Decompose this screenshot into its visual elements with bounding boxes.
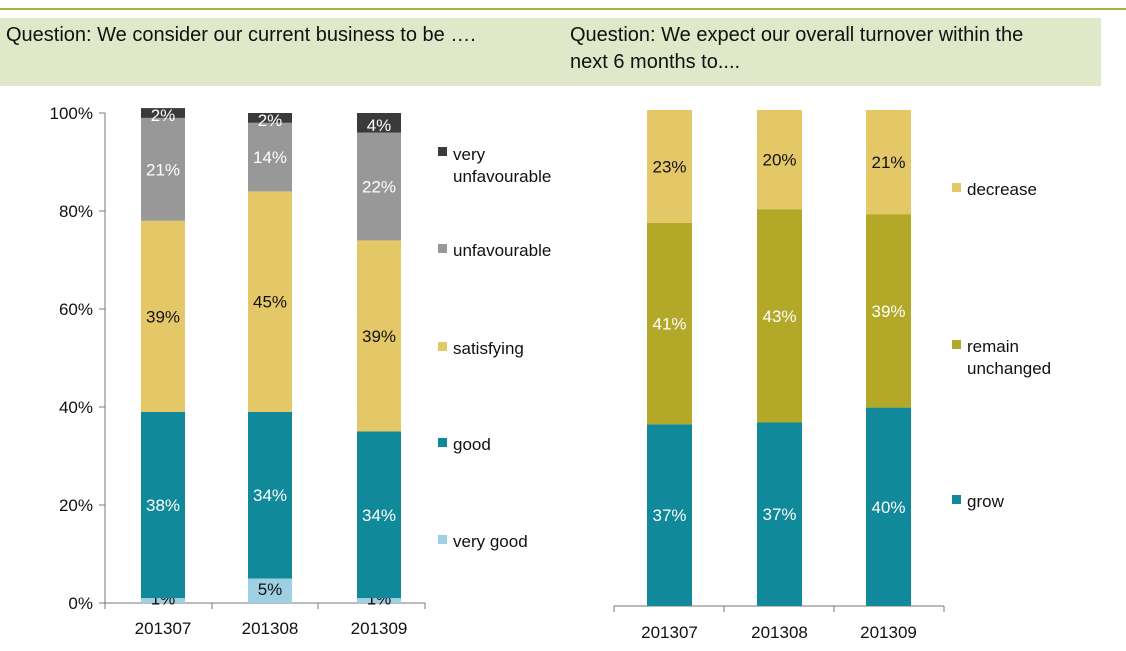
data-label-grow-201307: 37%	[652, 506, 686, 525]
data-label-very-unfavourable-201308: 2%	[258, 111, 283, 130]
bar-segment-very-good-201308	[248, 578, 292, 603]
data-label-very-unfavourable-201307: 2%	[151, 106, 176, 125]
bar-segment-unfavourable-201309	[357, 132, 401, 241]
y-tick-label-100: 100%	[50, 104, 93, 123]
legend-turnover: decrease remain unchanged grow	[952, 180, 1051, 511]
legend-label-very-unfavourable-line1: very	[453, 145, 486, 164]
question-text-turnover-line1: Question: We expect our overall turnover…	[570, 24, 1024, 46]
bar-segment-satisfying-201308	[248, 191, 292, 412]
x-tick-label-201309: 201309	[860, 623, 917, 642]
question-text-turnover-line2: next 6 months to....	[570, 51, 741, 73]
x-axis-labels-turnover: 201307 201308 201309	[641, 623, 917, 642]
x-tick-label-201308: 201308	[242, 619, 299, 638]
bar-segment-grow-201309	[866, 407, 911, 606]
bar-segment-remain-unchanged-201309	[866, 214, 911, 408]
bar-segment-decrease-201308	[757, 110, 802, 210]
data-label-decrease-201309: 21%	[871, 153, 905, 172]
legend-swatch-very-unfavourable	[438, 147, 447, 156]
legend-label-good: good	[453, 435, 491, 454]
data-label-satisfying-201308: 45%	[253, 293, 287, 312]
data-label-very-unfavourable-201309: 4%	[367, 116, 392, 135]
bar-segment-satisfying-201309	[357, 240, 401, 432]
data-label-unfavourable-201309: 22%	[362, 178, 396, 197]
question-box-turnover: Question: We expect our overall turnover…	[560, 18, 1101, 86]
legend-label-satisfying: satisfying	[453, 339, 524, 358]
data-label-unfavourable-201307: 21%	[146, 160, 180, 179]
data-label-satisfying-201307: 39%	[146, 307, 180, 326]
bar-segment-remain-unchanged-201307	[647, 222, 692, 425]
y-tick-label-60: 60%	[59, 300, 93, 319]
bars-turnover: 37% 41% 23% 37% 43% 20% 40% 39% 21%	[647, 110, 911, 606]
bar-segment-grow-201307	[647, 424, 692, 606]
legend-swatch-very-good	[438, 535, 447, 544]
legend-label-decrease: decrease	[967, 180, 1037, 199]
legend-swatch-remain-unchanged	[952, 340, 961, 349]
legend-swatch-grow	[952, 495, 961, 504]
header-rule	[0, 8, 1126, 10]
legend-label-very-unfavourable-line2: unfavourable	[453, 167, 551, 186]
legend-label-remain-unchanged-line2: unchanged	[967, 359, 1051, 378]
data-label-decrease-201308: 20%	[762, 151, 796, 170]
data-label-grow-201308: 37%	[762, 505, 796, 524]
bar-segment-remain-unchanged-201308	[757, 209, 802, 423]
data-label-grow-201309: 40%	[871, 498, 905, 517]
data-label-satisfying-201309: 39%	[362, 327, 396, 346]
data-label-remain-unchanged-201309: 39%	[871, 302, 905, 321]
question-text-business: Question: We consider our current busine…	[6, 24, 476, 46]
data-label-good-201309: 34%	[362, 506, 396, 525]
data-label-good-201308: 34%	[253, 486, 287, 505]
legend-label-grow: grow	[967, 492, 1005, 511]
x-axis-turnover	[613, 605, 945, 612]
data-label-remain-unchanged-201307: 41%	[652, 315, 686, 334]
data-label-good-201307: 38%	[146, 496, 180, 515]
bar-segment-unfavourable-201307	[141, 117, 185, 221]
bar-segment-satisfying-201307	[141, 220, 185, 412]
y-tick-label-0: 0%	[68, 594, 93, 613]
bar-segment-decrease-201309	[866, 110, 911, 215]
bar-segment-very-good-201307	[141, 598, 185, 603]
x-tick-label-201307: 201307	[135, 619, 192, 638]
y-tick-label-80: 80%	[59, 202, 93, 221]
bar-segment-good-201307	[141, 411, 185, 599]
x-tick-label-201309: 201309	[351, 619, 408, 638]
y-tick-label-40: 40%	[59, 398, 93, 417]
data-label-decrease-201307: 23%	[652, 157, 686, 176]
legend-swatch-decrease	[952, 183, 961, 192]
x-tick-label-201307: 201307	[641, 623, 698, 642]
bar-segment-unfavourable-201308	[248, 122, 292, 192]
data-label-remain-unchanged-201308: 43%	[762, 307, 796, 326]
bar-segment-very-unfavourable-201309	[357, 113, 401, 133]
legend-label-very-good: very good	[453, 532, 528, 551]
bar-segment-decrease-201307	[647, 110, 692, 223]
bar-segment-good-201309	[357, 431, 401, 599]
bar-segment-very-unfavourable-201308	[248, 113, 292, 123]
bar-segment-very-good-201309	[357, 598, 401, 603]
bars: 1%38%39%21%2%5%34%45%14%2%1%34%39%22%4%	[141, 106, 401, 609]
data-label-unfavourable-201308: 14%	[253, 148, 287, 167]
bar-segment-grow-201308	[757, 422, 802, 606]
legend-label-remain-unchanged-line1: remain	[967, 337, 1019, 356]
legend-swatch-unfavourable	[438, 244, 447, 253]
legend: very unfavourable unfavourable satisfyin…	[438, 145, 551, 551]
x-tick-label-201308: 201308	[751, 623, 808, 642]
legend-swatch-satisfying	[438, 342, 447, 351]
x-axis-labels: 201307 201308 201309	[135, 619, 408, 638]
bar-segment-good-201308	[248, 411, 292, 579]
legend-label-unfavourable: unfavourable	[453, 241, 551, 260]
bar-segment-very-unfavourable-201307	[141, 108, 185, 118]
data-label-very-good-201308: 5%	[258, 580, 283, 599]
y-tick-label-20: 20%	[59, 496, 93, 515]
question-box-business: Question: We consider our current busine…	[0, 18, 560, 86]
legend-swatch-good	[438, 438, 447, 447]
